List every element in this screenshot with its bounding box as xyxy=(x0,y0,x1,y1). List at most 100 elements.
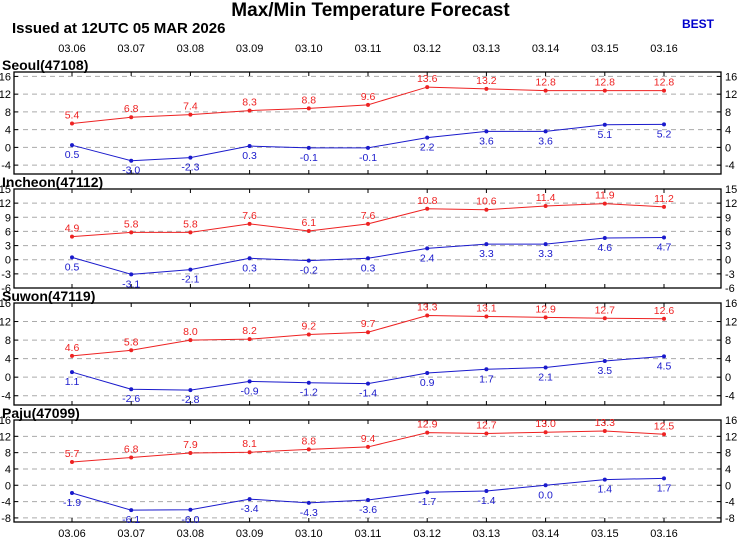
station-title: Seoul(47108) xyxy=(2,57,88,73)
max-temp-label: 9.4 xyxy=(361,433,376,445)
min-temp-point xyxy=(484,367,489,372)
max-temp-label: 11.2 xyxy=(654,193,674,205)
y-tick-label-right: 15 xyxy=(725,184,737,196)
y-tick-label-left: 12 xyxy=(0,431,11,443)
min-temp-point xyxy=(662,354,666,359)
max-temp-label: 7.9 xyxy=(183,439,198,451)
y-tick-label-left: 4 xyxy=(5,354,11,366)
min-temp-point xyxy=(306,258,311,263)
max-temp-label: 10.8 xyxy=(417,195,438,207)
y-tick-label-left: 12 xyxy=(0,89,11,101)
min-temp-point xyxy=(188,388,193,393)
x-tick-label-bottom: 03.08 xyxy=(177,528,205,540)
y-tick-label-left: -4 xyxy=(1,160,11,172)
max-temp-label: 13.1 xyxy=(476,302,497,314)
station-title: Suwon(47119) xyxy=(2,288,95,304)
max-temp-point xyxy=(366,221,370,226)
max-temp-label: 12.8 xyxy=(595,77,616,89)
max-temp-point xyxy=(306,106,311,111)
min-temp-point xyxy=(247,379,252,384)
min-temp-point xyxy=(129,508,134,513)
min-temp-point xyxy=(484,242,489,247)
min-temp-point xyxy=(366,381,370,386)
y-tick-label-right: 8 xyxy=(725,448,731,460)
max-temp-point xyxy=(662,432,666,437)
max-temp-point xyxy=(188,112,193,117)
max-temp-label: 9.2 xyxy=(301,321,316,333)
max-temp-point xyxy=(188,338,193,343)
y-tick-label-right: 12 xyxy=(725,198,737,210)
max-temp-label: 11.9 xyxy=(595,190,615,202)
min-temp-point xyxy=(70,370,74,375)
max-temp-label: 8.0 xyxy=(183,326,198,338)
x-tick-label-top: 03.07 xyxy=(117,43,145,55)
y-tick-label-left: -6 xyxy=(1,283,11,295)
min-temp-point xyxy=(247,256,252,261)
y-tick-label-left: 8 xyxy=(5,448,11,460)
min-temp-label: -0.1 xyxy=(300,152,318,164)
y-tick-label-right: 0 xyxy=(725,142,731,154)
x-tick-label-bottom: 03.11 xyxy=(355,528,382,540)
min-temp-label: 0.3 xyxy=(361,262,376,274)
min-temp-point xyxy=(484,129,489,134)
y-tick-label-right: -6 xyxy=(725,283,735,295)
max-temp-label: 5.8 xyxy=(183,218,198,230)
y-tick-label-left: 4 xyxy=(5,464,11,476)
max-temp-label: 9.6 xyxy=(361,91,376,103)
min-temp-point xyxy=(662,235,666,240)
max-temp-label: 10.6 xyxy=(476,196,497,208)
min-temp-label: -2.8 xyxy=(181,394,199,406)
max-temp-point xyxy=(70,121,74,126)
max-temp-point xyxy=(70,234,74,239)
min-temp-label: 0.3 xyxy=(242,150,257,162)
max-temp-label: 12.8 xyxy=(535,77,556,89)
x-tick-label-top: 03.11 xyxy=(355,43,382,55)
x-tick-label-top: 03.09 xyxy=(236,43,264,55)
max-temp-label: 13.0 xyxy=(535,418,556,430)
max-temp-point xyxy=(543,430,548,435)
min-temp-label: 5.1 xyxy=(597,129,612,141)
max-temp-label: 7.6 xyxy=(361,210,376,222)
min-temp-point xyxy=(306,500,311,505)
y-tick-label-left: 16 xyxy=(0,71,11,83)
max-temp-label: 5.8 xyxy=(124,218,139,230)
station-title: Incheon(47112) xyxy=(2,174,103,190)
max-temp-point xyxy=(247,337,252,342)
x-tick-label-bottom: 03.06 xyxy=(58,528,86,540)
y-tick-label-right: 12 xyxy=(725,317,737,329)
max-temp-point xyxy=(425,85,430,90)
x-tick-label-top: 03.15 xyxy=(591,43,619,55)
max-temp-label: 12.7 xyxy=(476,419,497,431)
min-temp-label: 3.3 xyxy=(538,248,553,260)
min-temp-point xyxy=(70,143,74,148)
min-temp-label: -4.3 xyxy=(300,507,318,519)
min-temp-label: 2.1 xyxy=(538,371,553,383)
max-temp-label: 13.3 xyxy=(417,302,438,314)
x-tick-label-top: 03.14 xyxy=(532,43,560,55)
x-tick-label-top: 03.06 xyxy=(58,43,86,55)
max-temp-point xyxy=(306,447,311,452)
min-temp-label: 3.6 xyxy=(479,135,494,147)
max-temp-point xyxy=(662,204,666,209)
min-temp-label: -1.9 xyxy=(63,497,81,509)
y-tick-label-right: 16 xyxy=(725,71,737,83)
max-temp-label: 12.9 xyxy=(535,303,556,315)
min-temp-point xyxy=(425,246,430,251)
y-tick-label-left: 0 xyxy=(5,142,11,154)
y-tick-label-right: -4 xyxy=(725,160,735,172)
min-temp-label: -3.0 xyxy=(122,165,140,177)
min-temp-label: -6.0 xyxy=(181,514,199,526)
max-temp-point xyxy=(188,451,193,456)
x-tick-label-bottom: 03.15 xyxy=(591,528,619,540)
y-tick-label-left: 16 xyxy=(0,415,11,427)
max-temp-label: 9.7 xyxy=(361,318,376,330)
max-temp-point xyxy=(662,316,666,321)
x-tick-label-top: 03.10 xyxy=(295,43,323,55)
min-temp-point xyxy=(247,144,252,149)
max-temp-label: 8.8 xyxy=(301,94,316,106)
min-temp-label: -1.4 xyxy=(359,388,377,400)
max-temp-label: 6.1 xyxy=(301,217,316,229)
y-tick-label-right: 0 xyxy=(725,372,731,384)
y-tick-label-right: -8 xyxy=(725,513,735,525)
